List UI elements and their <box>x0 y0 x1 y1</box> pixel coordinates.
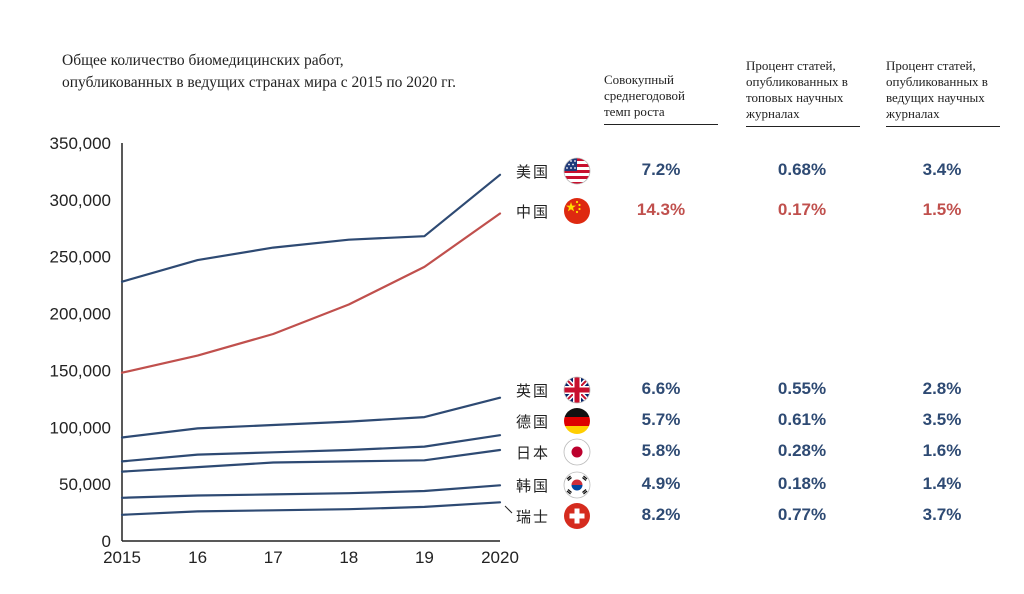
series-line <box>120 501 502 516</box>
leader-tick <box>504 505 513 514</box>
chart-title: Общее количество биомедицинских работ, о… <box>62 50 582 94</box>
top-journals-value: 0.28% <box>777 441 827 460</box>
series-line <box>120 396 502 439</box>
leading-journals-value: 1.6% <box>922 441 962 460</box>
cagr-value: 14.3% <box>636 200 686 219</box>
cagr-value: 4.9% <box>641 474 681 493</box>
column-header-top-line: журналах <box>746 106 800 121</box>
column-header-leading-line: ведущих научных <box>886 90 985 105</box>
leading-journals-value: 1.4% <box>922 474 962 493</box>
country-label: 中国 <box>516 203 551 221</box>
column-header-top-journals: Процент статей, опубликованных в топовых… <box>746 58 860 127</box>
switzerland-flag-icon <box>564 503 590 529</box>
uk-flag-icon <box>563 376 591 404</box>
germany-flag-icon <box>564 408 590 434</box>
top-journals-value: 0.77% <box>777 505 827 524</box>
country-label: 美国 <box>516 163 551 181</box>
y-tick-label: 300,000 <box>50 191 111 210</box>
y-tick-label: 0 <box>102 532 111 551</box>
cagr-value: 5.8% <box>641 441 681 460</box>
chart-title-line-2: опубликованных в ведущих странах мира с … <box>62 74 456 91</box>
column-header-leading-line: Процент статей, <box>886 58 976 73</box>
japan-flag-icon <box>563 438 591 466</box>
cagr-value: 8.2% <box>641 505 681 524</box>
cagr-value: 5.7% <box>641 410 681 429</box>
y-tick-label: 100,000 <box>50 418 111 437</box>
x-tick-label: 18 <box>339 548 358 567</box>
cagr-value: 7.2% <box>641 160 681 179</box>
x-tick-label: 17 <box>264 548 283 567</box>
us-flag-icon <box>563 157 591 185</box>
column-header-cagr-line: темп роста <box>604 104 665 119</box>
leading-journals-value: 3.5% <box>922 410 962 429</box>
country-label: 德国 <box>516 413 551 431</box>
top-journals-value: 0.61% <box>777 410 827 429</box>
column-header-cagr-line: среднегодовой <box>604 88 685 103</box>
column-header-leading-line: опубликованных в <box>886 74 988 89</box>
y-tick-label: 150,000 <box>50 361 111 380</box>
x-tick-label: 2020 <box>481 548 519 567</box>
x-tick-label: 16 <box>188 548 207 567</box>
series-line <box>120 434 502 463</box>
series-line <box>120 212 502 374</box>
country-label: 日本 <box>516 444 551 462</box>
country-label: 瑞士 <box>516 508 551 526</box>
top-journals-value: 0.17% <box>777 200 827 219</box>
chart-title-line-1: Общее количество биомедицинских работ, <box>62 52 344 69</box>
column-header-cagr: Совокупный среднегодовой темп роста <box>604 72 718 125</box>
korea-flag-icon <box>563 471 591 499</box>
series-line <box>120 448 502 473</box>
country-label: 英国 <box>516 382 551 400</box>
y-tick-label: 250,000 <box>50 248 111 267</box>
country-label: 韩国 <box>516 477 551 495</box>
leading-journals-value: 3.7% <box>922 505 962 524</box>
x-tick-label: 2015 <box>103 548 141 567</box>
leading-journals-value: 1.5% <box>922 200 962 219</box>
leading-journals-value: 3.4% <box>922 160 962 179</box>
column-header-top-line: топовых научных <box>746 90 844 105</box>
top-journals-value: 0.68% <box>777 160 827 179</box>
y-tick-label: 200,000 <box>50 305 111 324</box>
series-line <box>120 173 502 283</box>
top-journals-value: 0.18% <box>777 474 827 493</box>
series-line <box>120 484 502 499</box>
cagr-value: 6.6% <box>641 379 681 398</box>
column-header-leading-line: журналах <box>886 106 940 121</box>
column-header-top-line: опубликованных в <box>746 74 848 89</box>
leading-journals-value: 2.8% <box>922 379 962 398</box>
x-tick-label: 19 <box>415 548 434 567</box>
y-tick-label: 50,000 <box>59 475 111 494</box>
column-header-leading-journals: Процент статей, опубликованных в ведущих… <box>886 58 1000 127</box>
china-flag-icon <box>564 198 590 224</box>
y-tick-label: 350,000 <box>50 134 111 153</box>
column-header-top-line: Процент статей, <box>746 58 836 73</box>
column-header-cagr-line: Совокупный <box>604 72 674 87</box>
top-journals-value: 0.55% <box>777 379 827 398</box>
